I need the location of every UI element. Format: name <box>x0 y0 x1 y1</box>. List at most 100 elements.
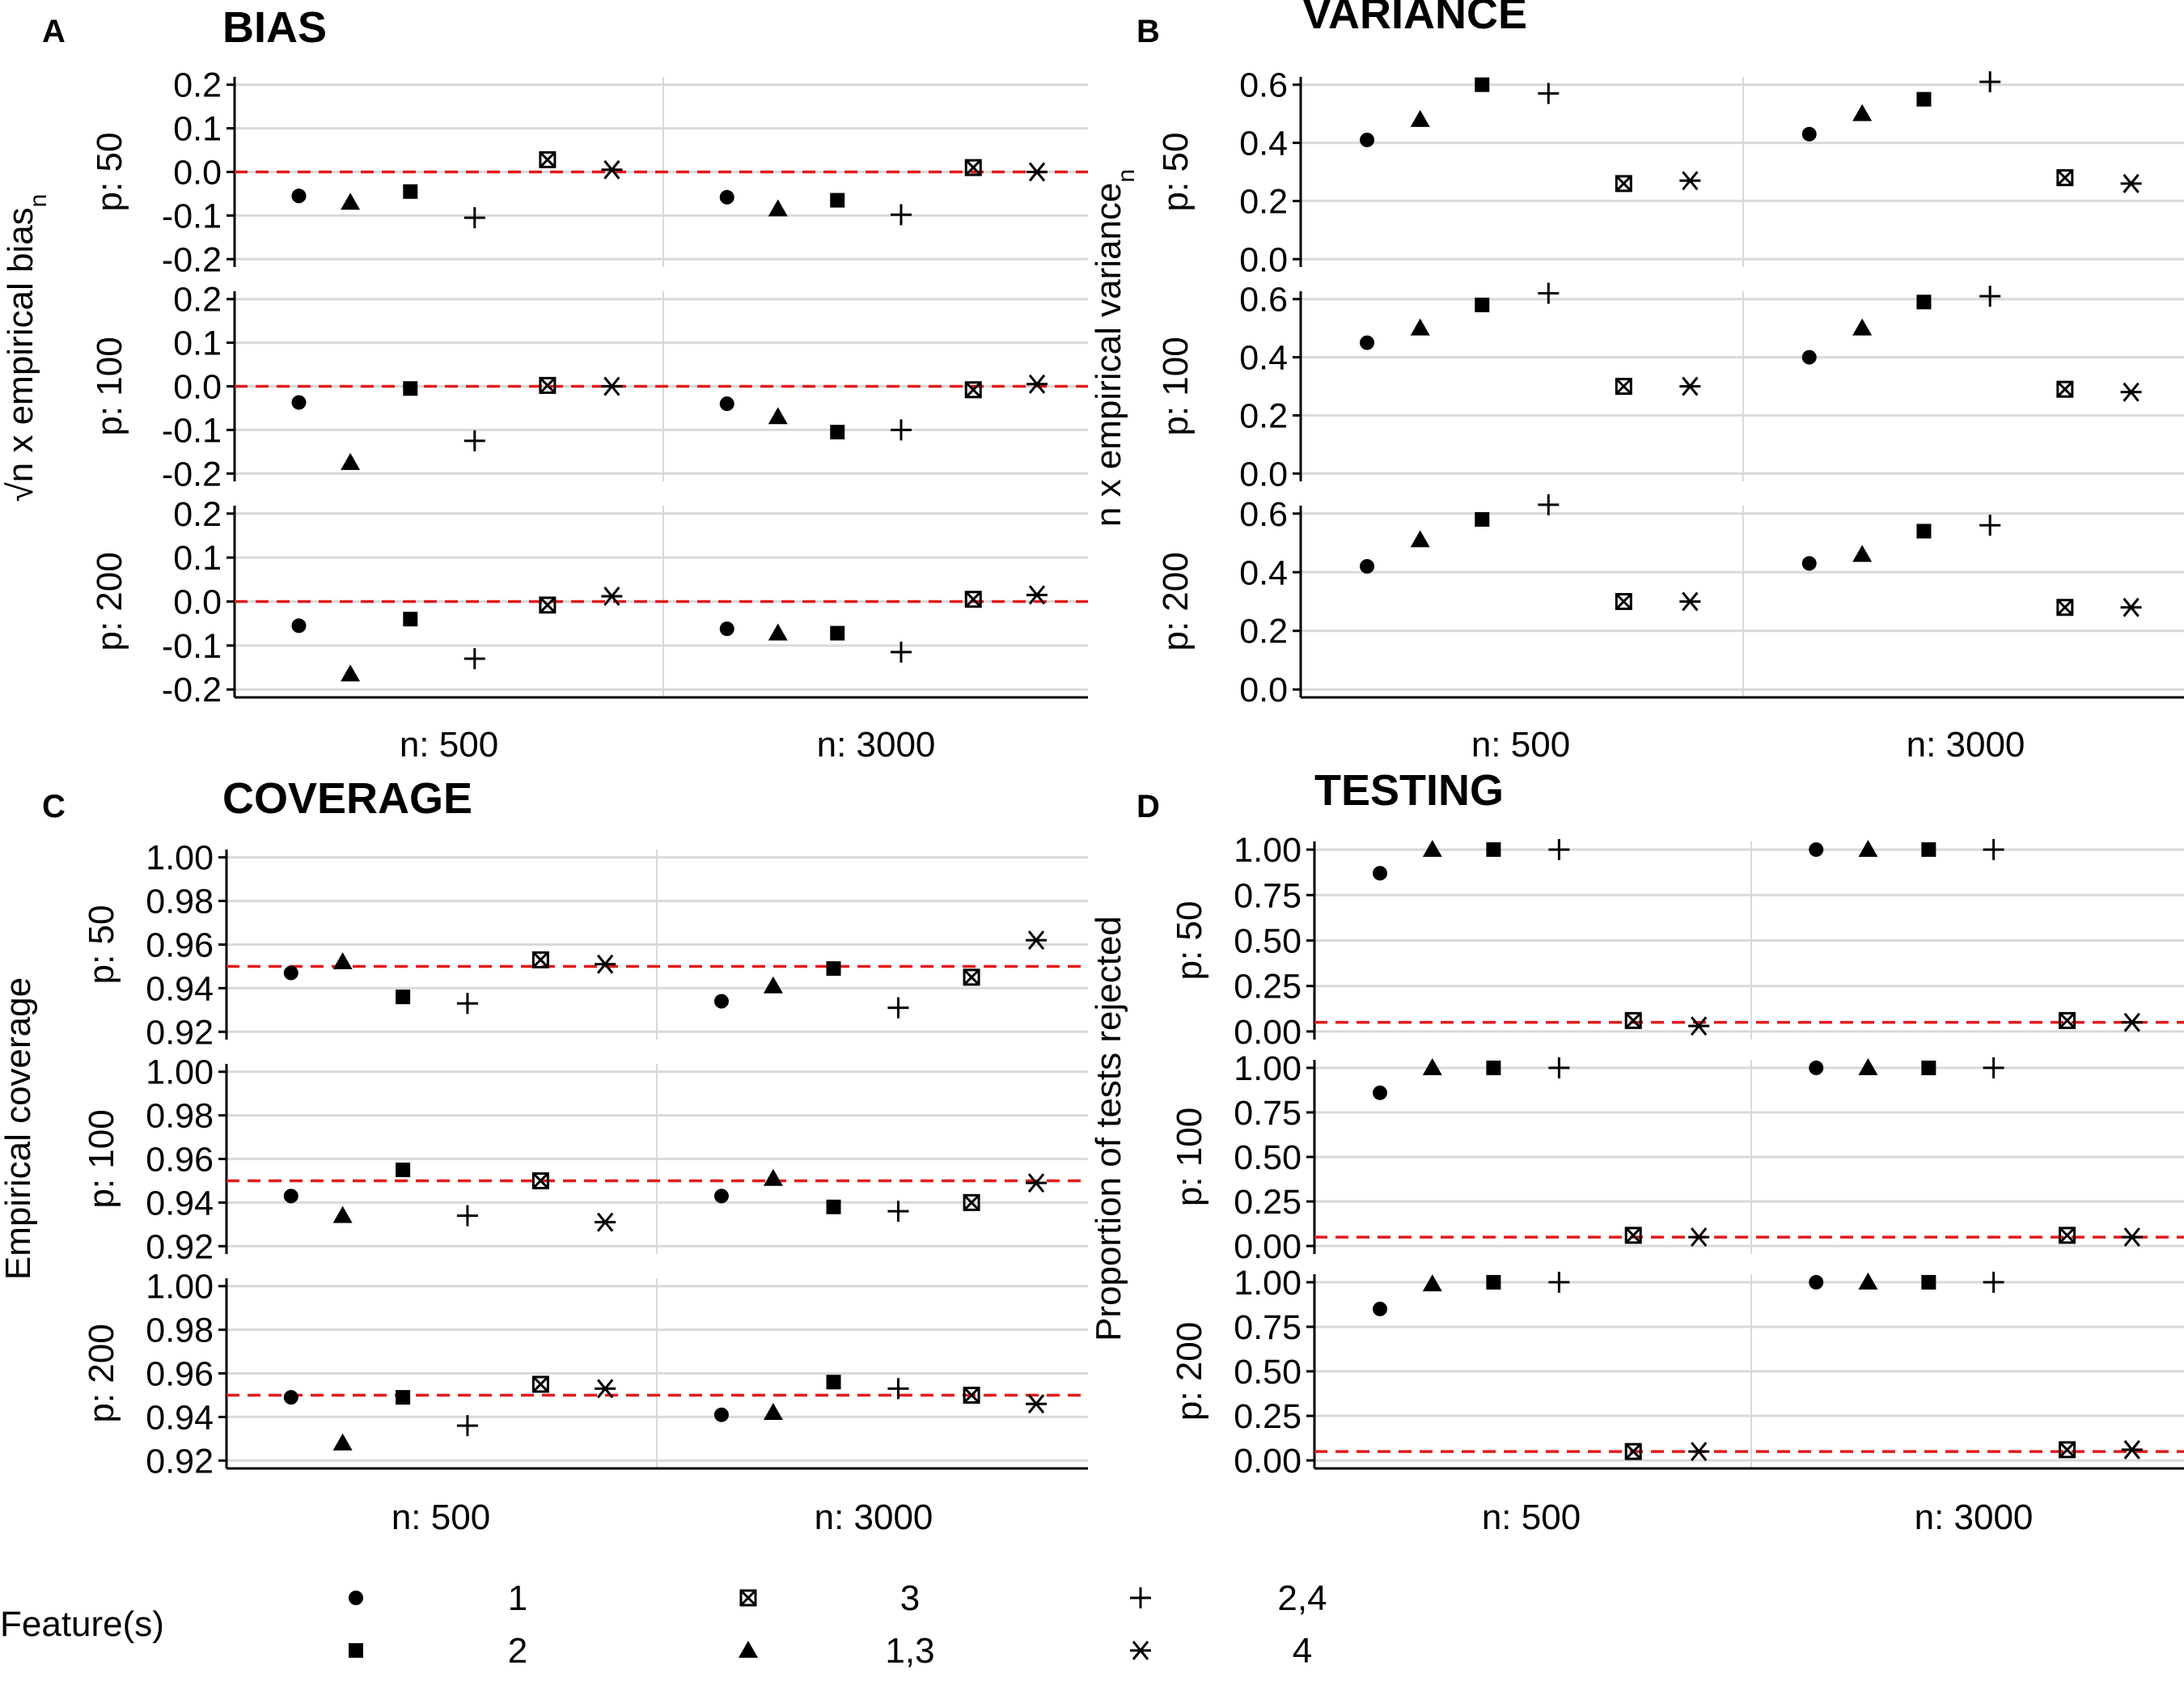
facet-row: -0.2 -0.1 0.0 0.1 0.2 p: 100 <box>90 281 1088 494</box>
y-tick-label: 0.0 <box>173 368 222 407</box>
point-series-2 <box>826 1199 841 1214</box>
point-series-2 <box>403 612 418 627</box>
facet-row: 0.92 0.94 0.96 0.98 1.00 p: 100 <box>82 1053 1088 1266</box>
y-axis-label: n x empirical variancen <box>1089 169 1140 527</box>
point-series-1 <box>1373 1301 1387 1316</box>
point-series-3 <box>2059 1011 2076 1029</box>
legend-key-2 <box>349 1643 363 1658</box>
point-series-1-3 <box>1858 840 1878 858</box>
y-tick-label: 0.1 <box>173 539 222 578</box>
point-series-1-3 <box>341 664 361 682</box>
point-series-1-3 <box>332 1205 353 1223</box>
point-series-2-4 <box>463 648 485 670</box>
point-series-4 <box>1026 1394 1048 1414</box>
y-tick-label: 0.0 <box>1239 455 1288 494</box>
point-series-4 <box>1679 171 1701 191</box>
point-series-1 <box>1373 1085 1387 1100</box>
legend-key-1 <box>349 1591 363 1605</box>
y-tick-label: -0.1 <box>162 197 222 235</box>
point-series-3 <box>1615 593 1632 610</box>
point-series-3 <box>1624 1227 1642 1244</box>
legend-label: 2 <box>508 1631 527 1671</box>
legend-label: 2,4 <box>1277 1578 1327 1618</box>
point-series-2 <box>1921 842 1936 858</box>
y-tick-label: 0.4 <box>1239 553 1288 592</box>
point-series-1-3 <box>1852 104 1873 121</box>
point-series-3 <box>2056 380 2074 398</box>
point-series-4 <box>1688 1227 1710 1248</box>
legend-key-2-4 <box>1130 1587 1151 1608</box>
point-series-3 <box>964 591 982 608</box>
point-series-1 <box>1360 132 1375 147</box>
point-series-1 <box>291 618 307 633</box>
row-facet-label: p: 200 <box>82 1324 121 1422</box>
facet-row: 0.0 0.2 0.4 0.6 p: 200 <box>1156 494 2184 710</box>
point-series-2-4 <box>887 1378 909 1400</box>
point-series-2 <box>396 1162 411 1177</box>
row-facet-label: p: 50 <box>82 905 121 985</box>
y-axis-label-text: Empirical coverage <box>0 977 38 1280</box>
point-series-1 <box>1373 866 1387 881</box>
point-series-2-4 <box>1538 282 1560 304</box>
y-tick-label: -0.2 <box>162 671 222 710</box>
col-facet-label: n: 3000 <box>1907 725 2025 765</box>
point-series-2-4 <box>1983 1271 2004 1293</box>
y-tick-label: 0.0 <box>173 583 222 622</box>
row-facet-label: p: 100 <box>90 337 129 435</box>
y-tick-label: 0.2 <box>1239 612 1288 651</box>
point-series-1 <box>1801 126 1817 142</box>
point-series-4 <box>1026 930 1048 951</box>
point-series-3 <box>531 1375 549 1393</box>
y-tick-label: 0.6 <box>1239 495 1288 534</box>
y-tick-label: -0.2 <box>162 455 222 494</box>
y-tick-label: 0.94 <box>146 1184 214 1222</box>
point-series-2-4 <box>463 207 485 229</box>
y-tick-label: 0.25 <box>1234 1397 1302 1436</box>
y-axis-label-subscript: n <box>1113 169 1140 183</box>
point-series-1-3 <box>763 1403 783 1421</box>
point-series-1 <box>719 189 734 205</box>
point-series-2 <box>826 961 841 977</box>
point-series-4 <box>1679 591 1701 612</box>
point-series-2-4 <box>1979 515 2001 536</box>
panel-letter: B <box>1136 14 1160 49</box>
facet-row: 0.92 0.94 0.96 0.98 1.00 p: 50 <box>82 839 1088 1052</box>
y-tick-label: 0.2 <box>1239 396 1288 435</box>
y-tick-label: 0.0 <box>1239 240 1288 279</box>
y-tick-label: 0.1 <box>173 110 222 149</box>
point-series-4 <box>1026 162 1048 182</box>
row-facet-label: p: 200 <box>1156 552 1196 650</box>
y-tick-label: 0.1 <box>173 324 222 363</box>
facet-row: 0.00 0.25 0.50 0.75 1.00 p: 100 <box>1170 1049 2184 1266</box>
row-facet-label: p: 100 <box>1156 337 1196 435</box>
y-tick-label: 1.00 <box>1234 1049 1302 1088</box>
legend-label: 4 <box>1293 1631 1312 1671</box>
point-series-1-3 <box>1422 840 1442 858</box>
y-tick-label: 0.2 <box>173 495 222 534</box>
facet-row: 0.92 0.94 0.96 0.98 1.00 p: 200 <box>82 1268 1088 1481</box>
point-series-4 <box>2121 1439 2143 1460</box>
point-series-1-3 <box>768 199 788 217</box>
point-series-4 <box>595 1212 616 1232</box>
y-tick-label: 0.50 <box>1234 1138 1302 1177</box>
point-series-1 <box>1809 842 1824 858</box>
row-facet-label: p: 50 <box>1156 133 1196 212</box>
point-series-1 <box>713 1188 729 1204</box>
point-series-3 <box>539 596 557 614</box>
point-series-2 <box>1486 1274 1501 1290</box>
y-tick-label: 0.92 <box>146 1227 214 1266</box>
row-facet-label: p: 200 <box>1170 1322 1209 1421</box>
point-series-2 <box>403 381 418 396</box>
row-facet-label: p: 100 <box>1170 1108 1209 1206</box>
y-axis-label-text: √n x empirical bias <box>1 207 40 502</box>
point-series-1 <box>713 994 729 1009</box>
y-tick-label: 0.00 <box>1234 1013 1302 1052</box>
point-series-1 <box>1801 556 1817 571</box>
y-tick-label: 0.00 <box>1234 1442 1302 1481</box>
y-tick-label: 0.4 <box>1239 125 1288 163</box>
facet-row: 0.00 0.25 0.50 0.75 1.00 p: 50 <box>1170 831 2184 1052</box>
y-tick-label: 0.94 <box>146 969 214 1008</box>
point-series-4 <box>1026 1173 1048 1193</box>
point-series-3 <box>963 1386 980 1404</box>
